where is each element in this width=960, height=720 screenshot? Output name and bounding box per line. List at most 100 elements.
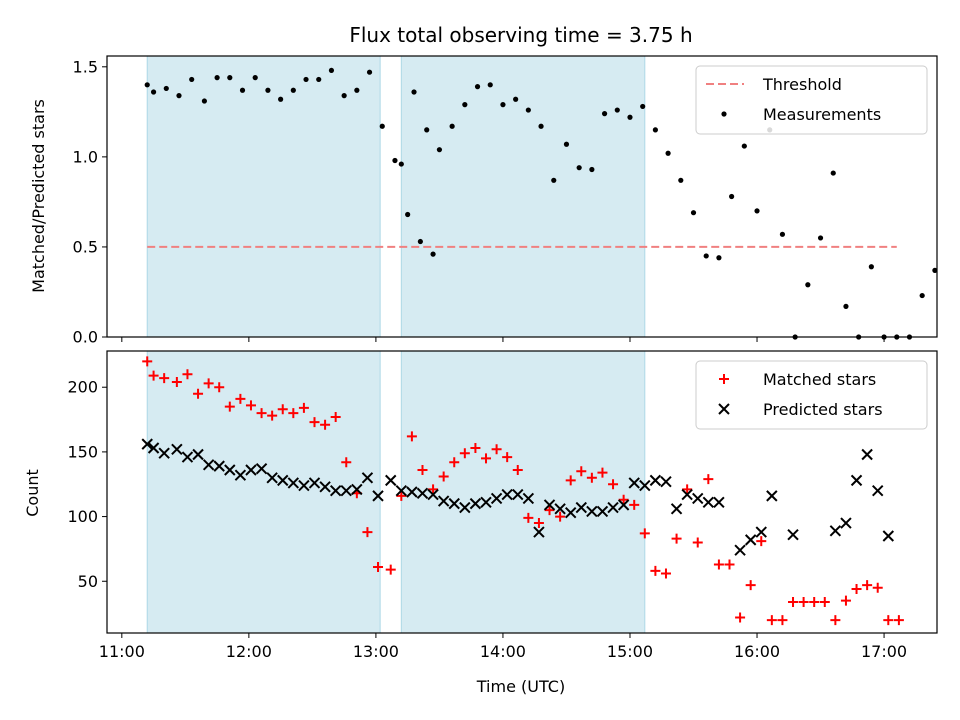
measurement-point [589,166,595,173]
matched-stars-point [406,431,417,442]
y-tick-label: 1.0 [73,147,98,166]
measurement-point [354,87,360,93]
predicted-stars-point [840,517,852,529]
matched-stars-point [840,595,851,606]
predicted-stars-point [755,526,767,538]
x-tick-label: 15:00 [607,642,653,661]
measurement-point [405,211,411,218]
predicted-stars-point [480,496,492,509]
measurement-point [652,127,658,133]
matched-stars-point [872,582,883,593]
matched-stars-point [438,471,449,482]
predicted-stars-point [649,474,662,487]
matched-stars-point [214,382,225,393]
predicted-stars-point [427,488,439,501]
measurement-point [551,177,557,183]
matched-stars-point [618,494,629,505]
measurement-point [316,76,322,83]
predicted-stars-point [607,501,619,514]
predicted-stars-point [512,488,524,501]
predicted-stars-point [147,442,160,454]
measurement-point [817,235,824,241]
matched-stars-point [766,615,777,626]
predicted-stars-point [361,472,374,484]
matched-stars-point [682,484,693,495]
shaded-interval [146,350,381,634]
measurement-point [614,107,620,113]
matched-stars-point [362,527,373,538]
legend-label: Predicted stars [763,400,883,419]
matched-stars-point [608,479,619,490]
matched-stars-point [330,411,341,422]
measurement-point [868,264,874,270]
x-tick-label: 17:00 [861,642,907,661]
matched-stars-point [385,564,396,575]
measurement-point [252,75,258,81]
predicted-stars-point [319,481,331,493]
predicted-stars-point [490,492,503,505]
measurement-point [627,114,633,120]
predicted-stars-point [308,477,321,489]
predicted-stars-point [329,484,342,497]
predicted-stars-point [522,492,535,505]
predicted-stars-point [861,448,873,461]
matched-stars-point [756,536,767,547]
measurement-point [150,89,157,95]
axes-frame [106,350,938,634]
matched-stars-point [267,410,278,421]
y-tick-label: 200 [67,378,98,397]
predicted-stars-point [459,501,471,514]
matched-stars-point [576,466,587,477]
predicted-stars-point [192,448,204,461]
measurement-point [303,76,309,83]
matched-stars-point [224,401,235,412]
measurement-point [449,123,455,129]
predicted-stars-point [734,544,746,556]
matched-stars-point [851,584,862,595]
predicted-stars-point [628,477,640,489]
shaded-interval [146,55,381,338]
y-tick-label: 50 [78,572,98,591]
predicted-stars-point [437,495,450,507]
measurement-point [417,238,423,245]
matched-stars-point [459,448,470,459]
measurement-point [678,177,684,183]
bottom-y-axis-label: Count [23,469,42,517]
matched-stars-point [142,356,153,367]
legend-predicted-swatch [718,403,730,415]
matched-stars-point [491,444,502,455]
predicted-stars-point [287,477,300,489]
measurement-point [525,107,531,113]
legend-box [695,360,928,430]
measurement-point [640,103,646,110]
predicted-stars-point [850,474,863,487]
measurement-point [436,147,443,153]
matched-stars-point [182,369,193,380]
matched-stars-point [171,377,182,388]
matched-stars-point [193,388,204,399]
measurement-point [214,75,220,81]
predicted-stars-point [617,499,630,511]
matched-stars-point [512,465,523,476]
legend-matched-swatch [719,374,729,384]
matched-stars-point [256,408,267,419]
matched-stars-point [245,400,256,411]
matched-stars-point [788,596,799,607]
measurement-point [474,84,481,90]
predicted-stars-point [395,484,408,497]
predicted-stars-point [766,490,778,502]
x-tick-label: 11:00 [99,642,145,661]
x-tick-label: 14:00 [480,642,526,661]
measurement-point [366,69,373,75]
matched-stars-point [777,615,788,626]
matched-stars-point [671,533,682,544]
predicted-stars-point [533,526,545,538]
matched-stars-point [692,537,703,548]
measurement-point [843,303,849,309]
shaded-interval [400,55,646,338]
predicted-stars-point [469,497,482,510]
matched-stars-point [713,559,724,570]
matched-stars-point [341,457,352,468]
matched-stars-point [298,402,309,413]
predicted-stars-point [385,474,397,487]
